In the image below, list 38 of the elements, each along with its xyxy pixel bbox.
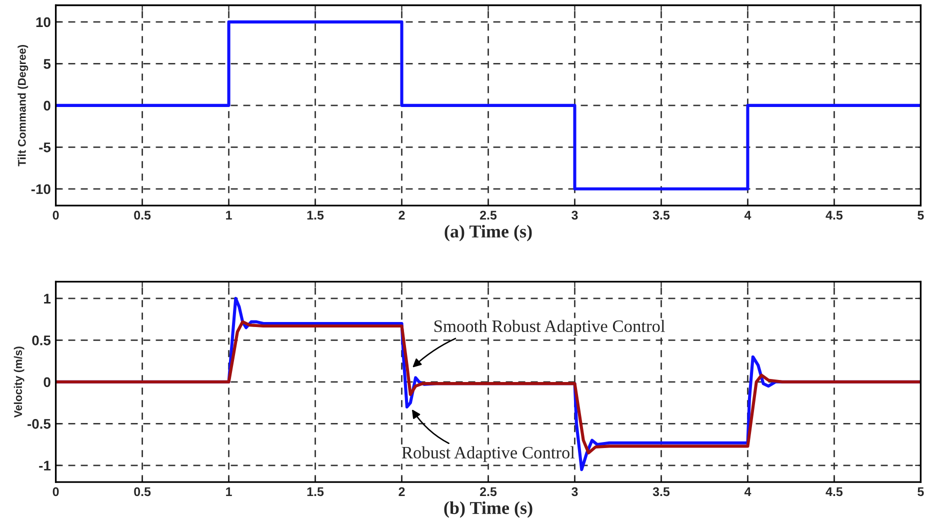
y-tick-label: 5	[44, 59, 51, 69]
y-tick-label: 10	[36, 17, 50, 28]
y-tick-label: 0	[44, 377, 50, 388]
y-tick-label: 0	[44, 100, 50, 111]
x-tick-label: 1	[226, 487, 232, 496]
x-tick-label: 3	[572, 487, 578, 496]
x-tick-label: 2	[398, 210, 405, 220]
x-tick-label: 5	[918, 487, 924, 496]
x-tick-label: 3	[572, 210, 578, 220]
y-axis-title: Velocity (m/s)	[14, 346, 24, 418]
x-tick-label: 3.5	[652, 210, 670, 220]
x-tick-label: 0	[52, 487, 59, 496]
y-tick-label: -5	[39, 142, 51, 152]
x-tick-label: 1	[226, 210, 232, 220]
y-axis-title: Tilt Command (Degree)	[18, 44, 28, 166]
x-tick-label: 4.5	[826, 487, 843, 496]
x-tick-label: 2.5	[480, 487, 497, 496]
y-tick-label: 0.5	[32, 336, 51, 346]
x-tick-label: 3.5	[652, 487, 670, 496]
x-tick-label: 0.5	[134, 210, 151, 220]
x-tick-label: 4	[744, 487, 752, 496]
x-axis-title: (b) Time (s)	[444, 501, 532, 518]
x-tick-label: 2	[398, 487, 405, 496]
x-tick-label: 0	[52, 210, 59, 220]
x-tick-label: 4	[744, 210, 752, 220]
x-tick-label: 1.5	[307, 487, 324, 496]
x-tick-label: 0.5	[134, 487, 151, 496]
y-tick-label: -10	[31, 184, 50, 194]
x-tick-label: 5	[918, 210, 924, 220]
x-axis-title: (a) Time (s)	[444, 224, 532, 242]
y-tick-label: -0.5	[28, 418, 51, 429]
x-tick-label: 2.5	[480, 210, 497, 220]
x-tick-label: 4.5	[826, 210, 843, 220]
annotation: Robust Adaptive Control	[402, 446, 575, 462]
y-tick-label: 1	[44, 294, 51, 304]
x-tick-label: 1.5	[307, 210, 324, 220]
annotation: Smooth Robust Adaptive Control	[434, 320, 665, 336]
y-tick-label: -1	[39, 460, 51, 470]
